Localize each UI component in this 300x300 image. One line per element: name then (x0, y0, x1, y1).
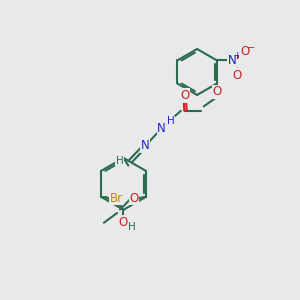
Text: −: − (248, 43, 256, 53)
Text: O: O (119, 216, 128, 229)
Text: H: H (116, 156, 123, 166)
Text: O: O (240, 45, 249, 58)
Text: H: H (128, 222, 136, 233)
Text: N: N (141, 139, 150, 152)
Text: N: N (157, 122, 166, 135)
Text: H: H (167, 116, 175, 126)
Text: O: O (232, 69, 242, 82)
Text: O: O (212, 85, 222, 98)
Text: N: N (228, 54, 237, 67)
Text: O: O (130, 192, 139, 205)
Text: O: O (181, 89, 190, 102)
Text: +: + (234, 51, 241, 60)
Text: Br: Br (110, 192, 123, 205)
